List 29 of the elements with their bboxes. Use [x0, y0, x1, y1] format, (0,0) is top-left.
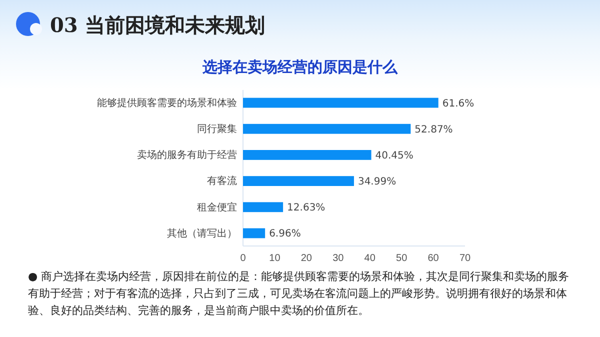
y-tick-label: 其他（请写出）	[167, 227, 237, 240]
data-label: 34.99%	[358, 176, 396, 188]
chart-title: 选择在卖场经营的原因是什么	[202, 58, 398, 76]
y-tick-label: 租金便宜	[197, 201, 237, 214]
data-label: 52.87%	[414, 124, 453, 136]
data-label: 6.96%	[269, 228, 301, 240]
y-tick-label: 同行聚集	[197, 123, 237, 136]
y-tick-label: 能够提供顾客需要的场景和体验	[97, 96, 237, 109]
y-tick-label: 卖场的服务有助于经营	[137, 149, 237, 162]
x-tick-label: 30	[332, 253, 344, 264]
x-tick-label: 10	[269, 253, 281, 264]
data-label: 40.45%	[375, 150, 414, 162]
text: 03 当前困境和未来规划	[50, 13, 265, 37]
x-tick-label: 70	[459, 253, 471, 264]
bar	[243, 150, 372, 160]
x-tick-label: 50	[396, 253, 408, 264]
text: ● 商户选择在卖场内经营，原因排在前位的是：能够提供顾客需要的场景和体验，其次是同行聚集和卖场的服务有助于经营；对于有客流的选择，只占到了三成，可见卖场在客流问题上的严峻形势。说明拥有很好的场景和体验、良好的品类结构、完善的服务，是当前商户眼中卖场的价值所在。	[28, 269, 570, 319]
data-label: 61.6%	[442, 98, 474, 110]
y-tick-label: 有客流	[207, 175, 237, 188]
bar	[243, 176, 354, 186]
bar	[243, 202, 284, 212]
x-tick-label: 20	[300, 253, 312, 264]
data-label: 12.63%	[287, 202, 326, 214]
x-tick-label: 60	[428, 253, 440, 264]
bar	[243, 228, 266, 238]
bar	[243, 124, 411, 134]
bar	[243, 98, 438, 108]
x-tick-label: 40	[364, 253, 376, 264]
x-tick-label: 0	[240, 253, 246, 264]
